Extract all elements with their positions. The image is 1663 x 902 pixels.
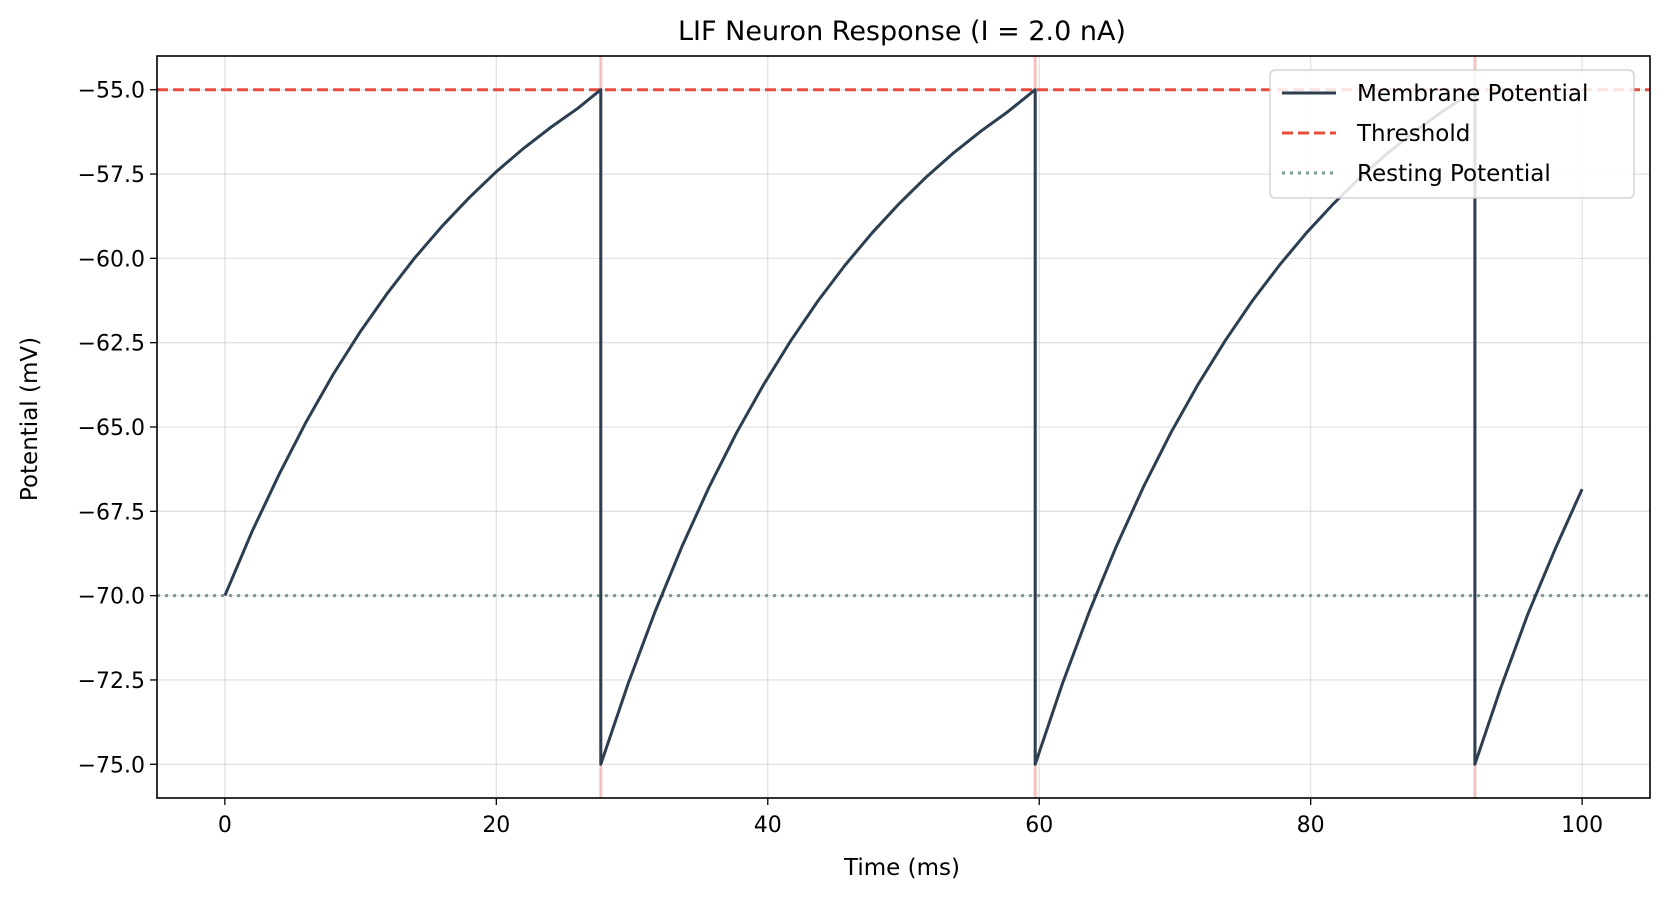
y-tick-label: −65.0 xyxy=(78,416,145,441)
x-axis-label: Time (ms) xyxy=(843,855,960,881)
legend: Membrane Potential Threshold Resting Pot… xyxy=(1269,69,1635,199)
y-tick-label: −75.0 xyxy=(78,753,145,778)
y-tick-label: −67.5 xyxy=(78,500,145,525)
reference-lines xyxy=(157,88,1650,598)
y-tick-label: −72.5 xyxy=(78,669,145,694)
legend-label-threshold: Threshold xyxy=(1356,121,1470,147)
x-tick-label: 60 xyxy=(1025,813,1053,838)
x-tick-label: 20 xyxy=(482,813,510,838)
x-tick-label: 100 xyxy=(1561,813,1603,838)
y-tick-label: −55.0 xyxy=(78,79,145,104)
y-axis-label: Potential (mV) xyxy=(17,337,43,501)
y-tick-label: −57.5 xyxy=(78,163,145,188)
legend-label-membrane-potential: Membrane Potential xyxy=(1357,81,1588,107)
legend-box xyxy=(1269,69,1635,199)
legend-label-resting-potential: Resting Potential xyxy=(1357,161,1551,187)
x-tick-label: 40 xyxy=(754,813,782,838)
y-tick-label: −70.0 xyxy=(78,585,145,610)
chart-title: LIF Neuron Response (I = 2.0 nA) xyxy=(678,16,1126,47)
y-tick-label: −62.5 xyxy=(78,332,145,357)
y-tick-label: −60.0 xyxy=(78,247,145,272)
x-tick-label: 80 xyxy=(1297,813,1325,838)
x-tick-label: 0 xyxy=(218,813,232,838)
tick-layer: 0 20 40 60 80 100 −55.0 −57.5 −60.0 −62.5 −65.0 −67… xyxy=(78,79,1604,838)
